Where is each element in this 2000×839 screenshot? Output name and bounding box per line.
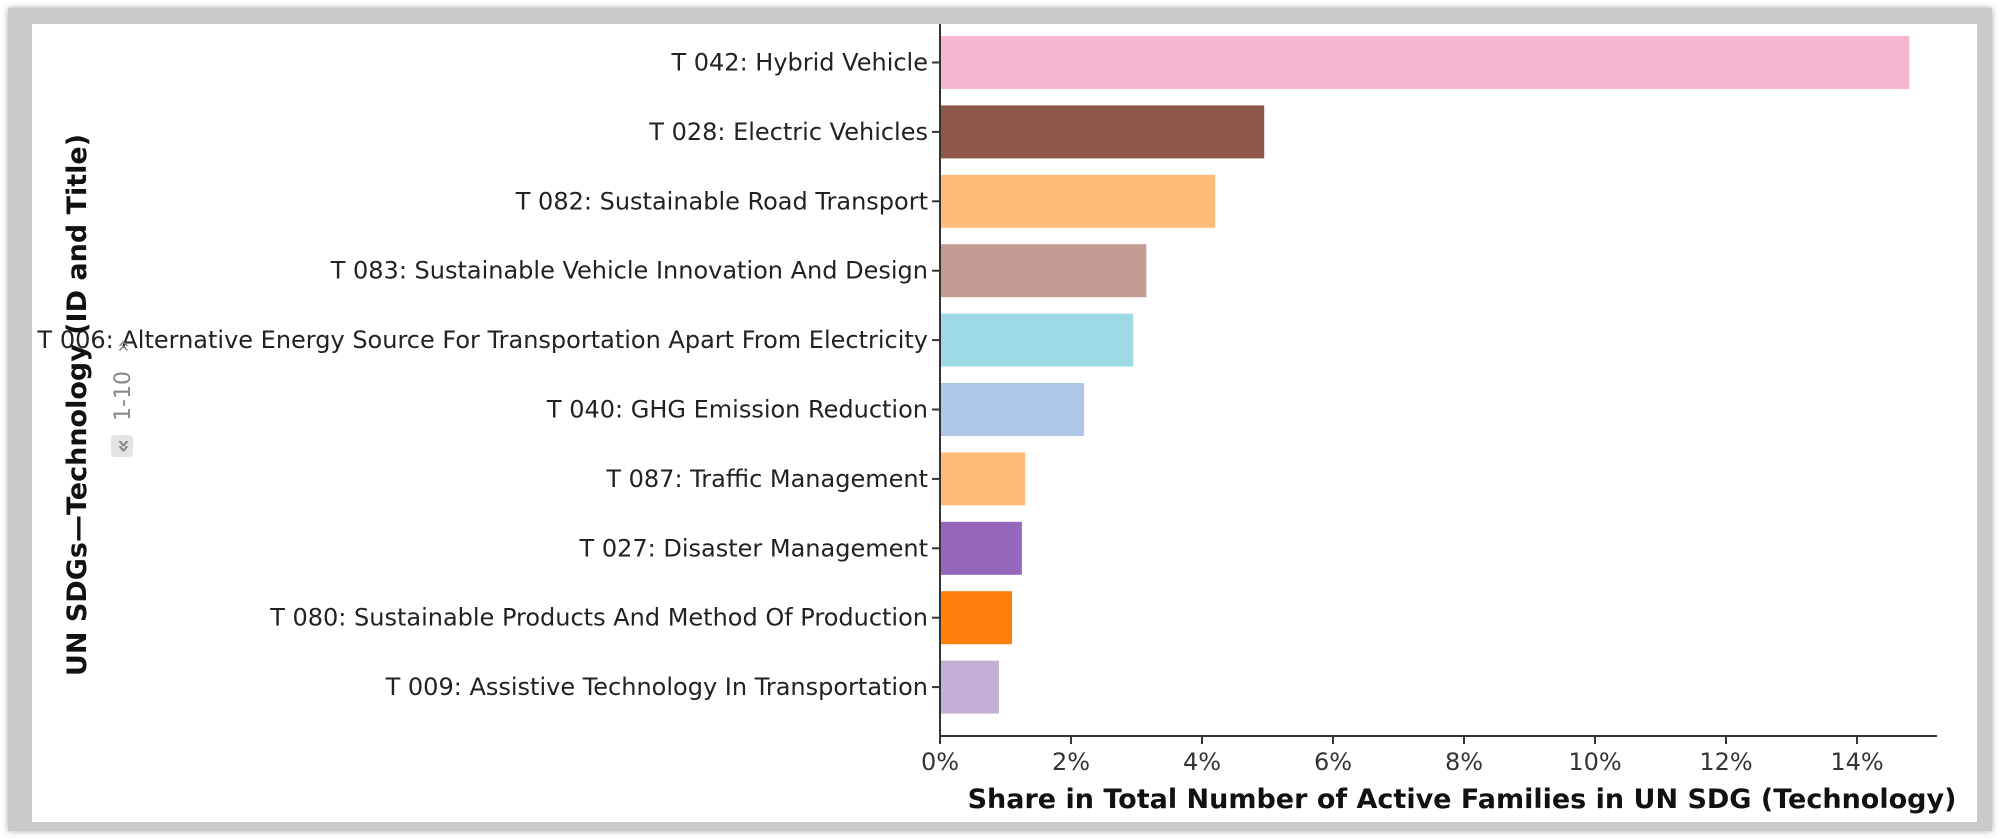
pager-range-label: 1-10 xyxy=(111,371,136,421)
chart-panel: T 042: Hybrid Vehicle T 028: Electric Veh… xyxy=(32,24,1977,822)
pager-control[interactable]: « 1-10 » xyxy=(111,339,136,457)
bar-8[interactable] xyxy=(940,521,1022,575)
category-label-1: T 042: Hybrid Vehicle xyxy=(670,49,928,77)
x-tick-label-2: 4% xyxy=(1183,748,1221,776)
category-label-6: T 040: GHG Emission Reduction xyxy=(546,396,928,424)
bar-5[interactable] xyxy=(940,313,1134,367)
category-label-7: T 087: Traffic Management xyxy=(605,465,928,493)
category-label-10: T 009: Assistive Technology In Transport… xyxy=(385,673,928,701)
bar-10[interactable] xyxy=(940,660,999,714)
bar-4[interactable] xyxy=(940,244,1147,298)
bar-chart: T 042: Hybrid Vehicle T 028: Electric Veh… xyxy=(37,24,1957,815)
bar-7[interactable] xyxy=(940,452,1026,506)
pager-prev-button[interactable] xyxy=(111,435,133,457)
category-label-5: T 006: Alternative Energy Source For Tra… xyxy=(37,326,928,354)
x-tick-label-6: 12% xyxy=(1699,748,1752,776)
category-labels: T 042: Hybrid Vehicle T 028: Electric Veh… xyxy=(37,49,940,701)
x-tick-label-1: 2% xyxy=(1052,748,1090,776)
category-label-9: T 080: Sustainable Products And Method O… xyxy=(269,604,928,632)
x-axis-ticks: 0% 2% 4% 6% 8% 10% 12% 14% xyxy=(921,736,1884,776)
chevron-double-right-icon[interactable]: » xyxy=(111,339,136,352)
chart-frame: T 042: Hybrid Vehicle T 028: Electric Veh… xyxy=(8,8,1992,831)
x-tick-label-0: 0% xyxy=(921,748,959,776)
x-axis-title: Share in Total Number of Active Families… xyxy=(968,784,1957,815)
bar-3[interactable] xyxy=(940,174,1216,228)
x-tick-label-4: 8% xyxy=(1445,748,1483,776)
bar-9[interactable] xyxy=(940,591,1013,645)
bars-group xyxy=(940,36,1910,714)
bar-1[interactable] xyxy=(940,36,1910,89)
x-tick-label-7: 14% xyxy=(1830,748,1883,776)
category-label-8: T 027: Disaster Management xyxy=(579,534,928,562)
chevron-double-left-icon: « xyxy=(111,439,136,453)
bar-6[interactable] xyxy=(940,383,1085,436)
bar-2[interactable] xyxy=(940,105,1265,159)
x-tick-label-5: 10% xyxy=(1568,748,1621,776)
category-label-3: T 082: Sustainable Road Transport xyxy=(515,187,928,215)
x-tick-label-3: 6% xyxy=(1314,748,1352,776)
category-label-2: T 028: Electric Vehicles xyxy=(648,118,928,146)
category-label-4: T 083: Sustainable Vehicle Innovation An… xyxy=(330,257,928,285)
y-axis-title: UN SDGs—Technology (ID and Title) xyxy=(62,134,93,676)
